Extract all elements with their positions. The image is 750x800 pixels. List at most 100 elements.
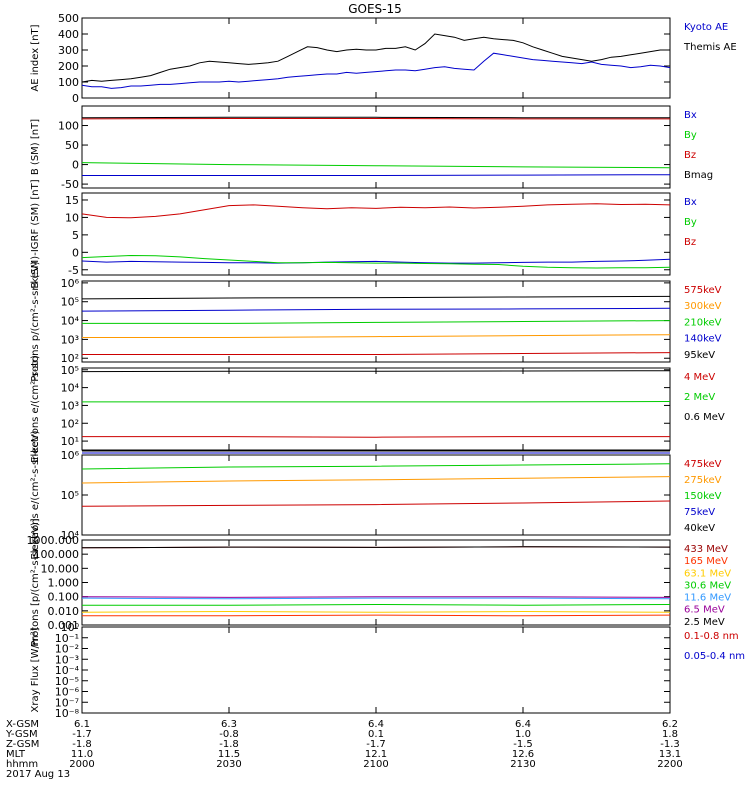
footer-cell: -1.8	[219, 739, 239, 750]
y-axis-label: Protons [p/(cm²-s-sr-keV)]	[30, 518, 41, 646]
y-axis-label: Protons p/(cm²-s-sr-keV)	[30, 261, 41, 382]
y-tick-label: 10³	[61, 333, 79, 346]
series-line	[81, 596, 671, 598]
panel-frame	[81, 367, 671, 451]
legend-entry: 0.6 MeV	[684, 412, 725, 423]
footer-cell: 2130	[510, 759, 535, 770]
series-line	[81, 33, 670, 83]
series-line	[82, 334, 671, 338]
y-tick-label: -5	[68, 264, 79, 277]
figure-title: GOES-15	[348, 2, 402, 16]
footer-cell: 2030	[216, 759, 241, 770]
y-tick-label: 500	[58, 12, 79, 25]
legend-entry: 75keV	[684, 507, 715, 518]
series-line	[81, 52, 671, 89]
y-tick-label: 10⁻²	[55, 643, 79, 656]
y-tick-label: 10⁴	[61, 382, 80, 395]
footer-row-label: Z-GSM	[6, 739, 39, 750]
legend-entry: 300keV	[684, 301, 722, 312]
y-tick-label: 10.000	[41, 562, 80, 575]
footer-cell: 13.1	[659, 749, 681, 760]
footer-cell: -1.7	[366, 739, 386, 750]
legend-entry: 4 MeV	[684, 372, 715, 383]
y-tick-label: 5	[72, 229, 79, 242]
footer-cell: 12.6	[512, 749, 534, 760]
legend-entry: 40keV	[684, 523, 715, 534]
panel-frame	[81, 17, 671, 99]
series-line	[81, 500, 671, 507]
series-line	[81, 546, 671, 549]
legend-entry: Bx	[684, 110, 697, 121]
legend-entry: Kyoto AE	[684, 22, 728, 33]
y-tick-label: 10⁻³	[55, 653, 79, 666]
footer-cell: 2000	[69, 759, 94, 770]
y-tick-label: 0.001	[48, 619, 80, 632]
series-line	[81, 203, 671, 219]
series-line	[82, 614, 671, 617]
y-tick-label: 10⁻⁶	[55, 686, 80, 699]
legend-entry: Themis AE	[683, 42, 737, 53]
y-tick-label: 1.000	[48, 577, 80, 590]
y-tick-label: 10²	[61, 417, 79, 430]
footer-cell: 11.0	[71, 749, 93, 760]
legend-entry: Bz	[684, 237, 696, 248]
y-tick-label: 10¹	[61, 435, 79, 448]
y-axis-label: AE index [nT]	[30, 24, 41, 91]
y-tick-label: 10⁻¹	[55, 632, 79, 645]
y-tick-label: 10³	[61, 399, 79, 412]
y-tick-label: 10⁵	[61, 296, 79, 309]
y-tick-label: 300	[58, 44, 79, 57]
legend-entry: Bx	[684, 197, 697, 208]
y-axis-label: Electrons e/(cm²-s-sr)	[30, 355, 41, 463]
series-line	[81, 370, 671, 373]
footer-row-label: X-GSM	[6, 719, 39, 730]
footer-cell: 0.1	[368, 729, 384, 740]
panel-5: 10¹ 10² 10³ 10⁴ 10⁵ Electrons e/(cm²-s-sr) 4 M…	[30, 355, 725, 463]
footer-cell: 12.1	[365, 749, 387, 760]
legend-entry: 0.05-0.4 nm	[684, 651, 745, 662]
footer-cell: -1.7	[72, 729, 92, 740]
panel-1: 0 100 200 300 400 500 AE index [nT] Kyoto AE The…	[30, 12, 737, 105]
legend-entry: 30.6 MeV	[684, 580, 731, 591]
legend-entry: By	[684, 217, 697, 228]
footer-cell: -1.3	[660, 739, 680, 750]
legend-entry: Bz	[684, 150, 696, 161]
y-tick-label: 0.010	[48, 605, 80, 618]
series-line	[81, 254, 671, 269]
footer-cell: 6.2	[662, 719, 678, 730]
y-tick-label: 200	[58, 60, 79, 73]
y-tick-label: 50	[65, 139, 79, 152]
series-line	[81, 162, 671, 169]
y-tick-label: 10⁻⁵	[55, 675, 79, 688]
series-line	[81, 476, 671, 484]
y-tick-label: -50	[61, 178, 79, 191]
legend-entry: 2 MeV	[684, 392, 715, 403]
footer-cell: -1.5	[513, 739, 533, 750]
legend-entry: 150keV	[684, 491, 722, 502]
panel-4: 10² 10³ 10⁴ 10⁵ 10⁶ Protons p/(cm²-s-sr-keV) 5…	[30, 261, 722, 382]
y-axis-label: Electrons e/(cm²-s-sr-keV)	[30, 430, 41, 559]
footer-row-label: hhmm	[6, 759, 38, 770]
y-axis-label: B (SM)-IGRF (SM) [nT]	[30, 179, 41, 288]
legend-entry: 475keV	[684, 459, 722, 470]
series-line	[82, 174, 671, 176]
footer-cell: 6.3	[221, 719, 237, 730]
y-tick-label: 10	[65, 211, 79, 224]
legend-entry: 6.5 MeV	[684, 605, 725, 616]
y-tick-label: 10⁶	[61, 449, 80, 462]
y-tick-label: 10⁻⁴	[55, 664, 80, 677]
footer-cell: 6.4	[368, 719, 384, 730]
y-tick-label: 10⁴	[61, 315, 80, 328]
series-line	[81, 597, 671, 600]
footer-cell: 1.8	[662, 729, 678, 740]
panel-frame	[81, 454, 671, 536]
y-tick-label: 10⁵	[61, 364, 79, 377]
legend-entry: 165 MeV	[684, 556, 728, 567]
legend-entry: 95keV	[684, 350, 715, 361]
legend-entry: 0.1-0.8 nm	[684, 631, 739, 642]
legend-entry: 140keV	[684, 334, 722, 345]
